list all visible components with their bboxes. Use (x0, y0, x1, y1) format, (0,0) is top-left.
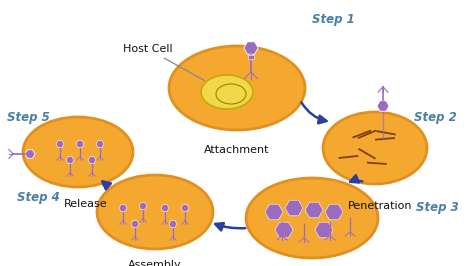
FancyArrowPatch shape (102, 181, 111, 189)
Text: Step 3: Step 3 (416, 202, 458, 214)
Polygon shape (131, 221, 139, 227)
FancyArrowPatch shape (215, 223, 245, 230)
Ellipse shape (323, 112, 427, 184)
Text: Step 4: Step 4 (17, 192, 59, 205)
Text: Penetration: Penetration (348, 201, 412, 211)
Polygon shape (181, 205, 189, 211)
Text: Step 5: Step 5 (7, 111, 49, 124)
Polygon shape (25, 150, 35, 158)
Polygon shape (96, 140, 104, 147)
Polygon shape (88, 156, 96, 164)
Polygon shape (315, 222, 333, 238)
Polygon shape (325, 204, 343, 220)
Polygon shape (119, 205, 127, 211)
Polygon shape (265, 204, 283, 220)
Ellipse shape (169, 46, 305, 130)
Text: Release: Release (64, 199, 108, 209)
Ellipse shape (201, 75, 253, 109)
Text: Step 2: Step 2 (414, 111, 456, 124)
Text: Attachment: Attachment (204, 145, 270, 155)
Bar (248, 55, 254, 59)
Polygon shape (275, 222, 293, 238)
FancyArrowPatch shape (350, 175, 362, 182)
Ellipse shape (97, 175, 213, 249)
Ellipse shape (25, 122, 115, 182)
Polygon shape (377, 101, 389, 111)
Polygon shape (56, 140, 64, 147)
Polygon shape (169, 221, 177, 227)
Polygon shape (161, 205, 169, 211)
Polygon shape (244, 42, 258, 54)
Polygon shape (305, 202, 323, 218)
Polygon shape (139, 202, 147, 209)
Text: Assembly: Assembly (128, 260, 182, 266)
Ellipse shape (216, 84, 246, 104)
Ellipse shape (246, 178, 378, 258)
Text: Host Cell: Host Cell (123, 44, 205, 81)
Polygon shape (285, 200, 303, 216)
Polygon shape (66, 156, 74, 164)
Ellipse shape (23, 117, 133, 187)
Text: Step 1: Step 1 (311, 14, 355, 27)
FancyArrowPatch shape (301, 102, 327, 123)
Polygon shape (76, 140, 84, 147)
